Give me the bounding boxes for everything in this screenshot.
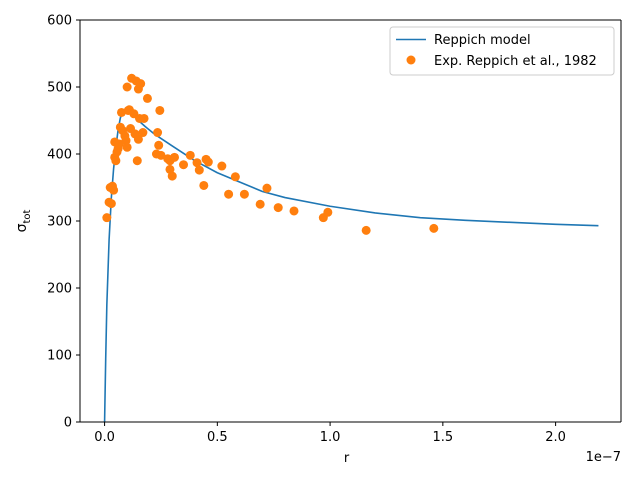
legend-entry-experiment: Exp. Reppich et al., 1982 (434, 54, 597, 69)
y-tick-label: 0 (64, 416, 72, 431)
data-point (273, 203, 283, 213)
x-tick-label: 1.0 (320, 430, 341, 445)
data-point (203, 157, 213, 167)
data-point (142, 93, 152, 103)
legend-marker-swatch (406, 55, 416, 65)
data-point (224, 189, 234, 199)
y-tick-label: 400 (47, 148, 72, 163)
y-axis-label-main: σ (14, 223, 30, 232)
data-point (109, 185, 119, 195)
plot-area (102, 73, 599, 422)
data-point (169, 152, 179, 162)
data-point (230, 172, 240, 182)
data-point (114, 139, 124, 149)
data-point (111, 156, 121, 166)
data-point (167, 171, 177, 181)
data-point (153, 128, 163, 138)
y-tick-label: 200 (47, 282, 72, 297)
data-point (323, 207, 333, 217)
y-tick-label: 500 (47, 81, 72, 96)
y-tick-label: 100 (47, 349, 72, 364)
data-point (132, 156, 142, 166)
data-point (429, 223, 439, 233)
data-point (139, 113, 149, 123)
y-axis-label: σtot (14, 210, 33, 233)
x-tick-label: 0.5 (207, 430, 228, 445)
data-point (133, 134, 143, 144)
data-point (155, 105, 165, 115)
data-point (194, 165, 204, 175)
data-point (185, 150, 195, 160)
data-point (289, 206, 299, 216)
tick-marks: 0.0 0.5 1.0 1.5 2.0 0 100 200 300 400 500 600 (47, 14, 566, 446)
x-tick-label: 2.0 (545, 430, 566, 445)
data-point (255, 199, 265, 209)
legend-entry-model: Reppich model (434, 33, 531, 48)
data-point (122, 82, 132, 92)
x-axis-offset-label: 1e−7 (586, 450, 621, 465)
x-tick-label: 0.0 (94, 430, 115, 445)
y-tick-label: 600 (47, 14, 72, 29)
data-point (122, 142, 132, 152)
data-point (361, 225, 371, 235)
data-point (102, 213, 112, 223)
data-point (262, 183, 272, 193)
y-tick-label: 300 (47, 215, 72, 230)
y-axis-label-subscript: tot (22, 210, 33, 224)
data-point (136, 79, 146, 89)
x-tick-label: 1.5 (433, 430, 454, 445)
data-point (217, 161, 227, 171)
data-point (239, 189, 249, 199)
x-axis-label: r (344, 451, 350, 466)
data-point (138, 128, 148, 138)
data-point (156, 150, 166, 160)
data-point (179, 160, 189, 170)
legend-frame (389, 26, 615, 76)
data-point (192, 158, 202, 168)
data-point (106, 199, 116, 209)
data-point (154, 140, 164, 150)
data-point (116, 107, 126, 117)
data-point (121, 136, 131, 146)
data-point (199, 180, 209, 190)
legend: Reppich model Exp. Reppich et al., 1982 (389, 26, 615, 76)
